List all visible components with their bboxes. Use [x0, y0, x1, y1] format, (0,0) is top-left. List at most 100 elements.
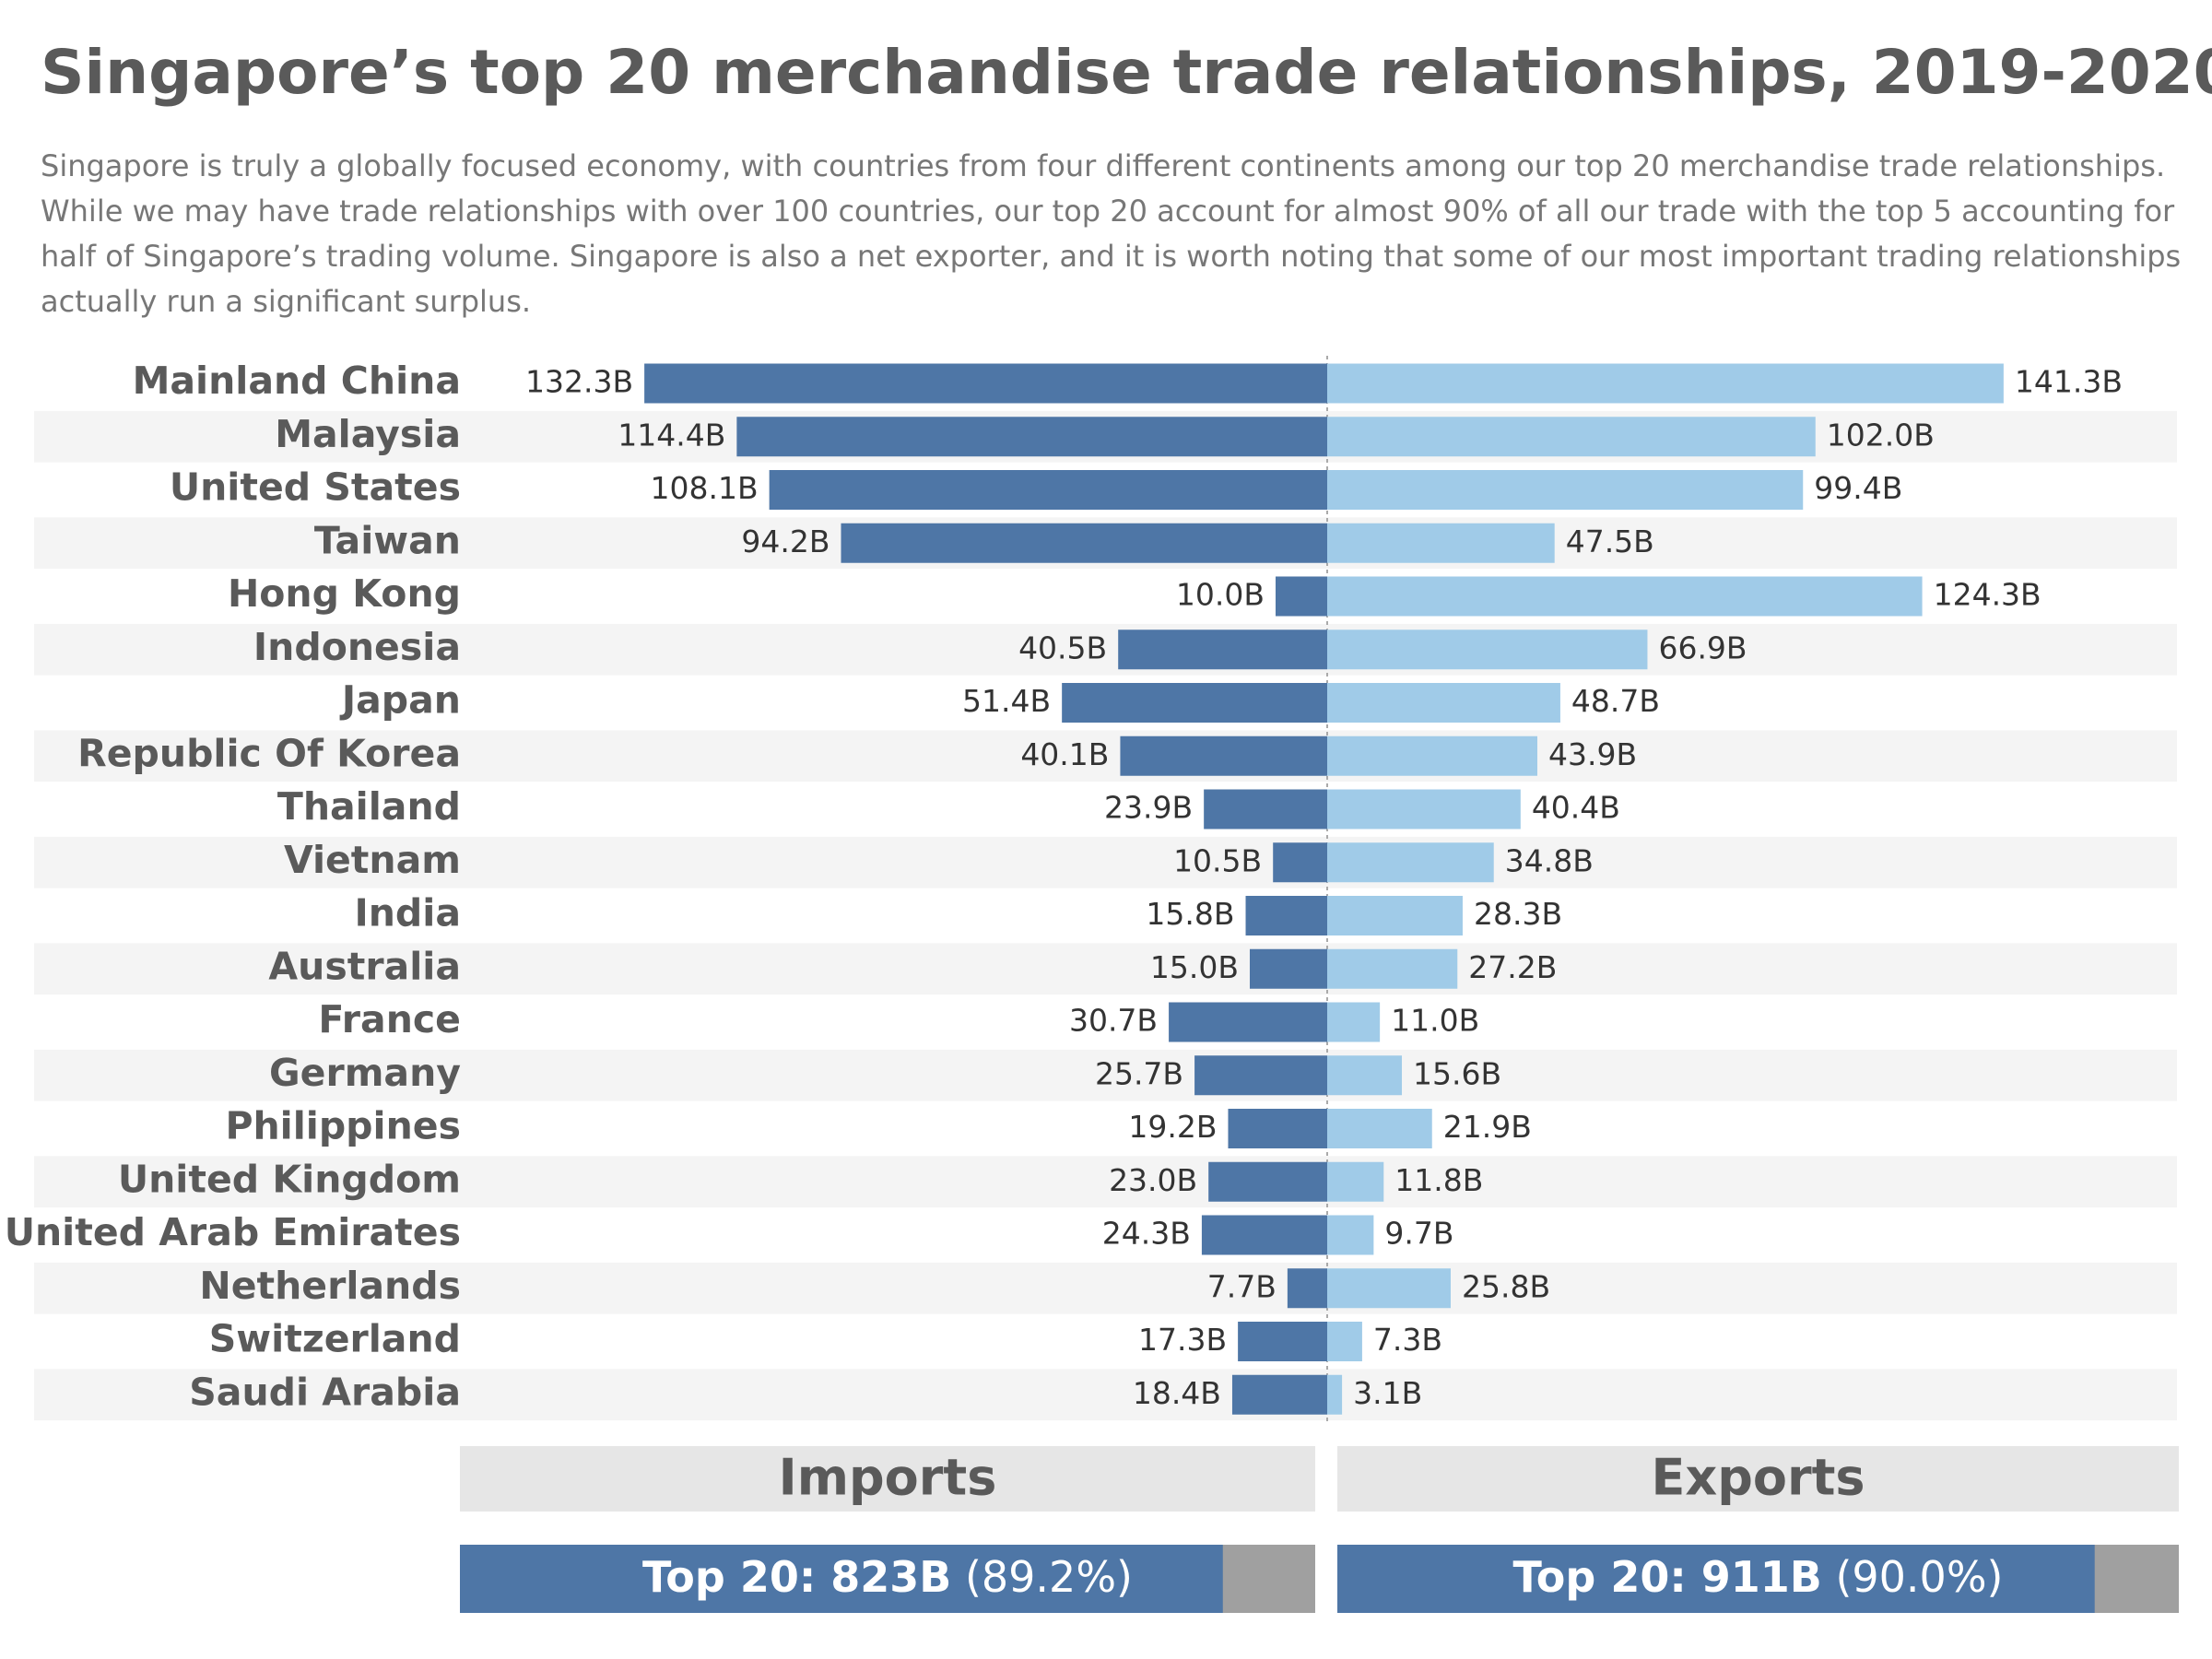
- value-label: 21.9B: [1443, 1109, 1532, 1145]
- row-stripe: [34, 730, 2177, 782]
- category-label: Hong Kong: [228, 571, 461, 616]
- bar: [1276, 576, 1327, 617]
- bar: [1201, 1215, 1327, 1255]
- category-label: India: [354, 891, 461, 935]
- category-label: Germany: [269, 1051, 461, 1095]
- category-label: Malaysia: [275, 412, 461, 456]
- value-label: 30.7B: [1069, 1003, 1158, 1039]
- category-label: Saudi Arabia: [189, 1370, 461, 1414]
- value-label: 15.0B: [1150, 949, 1239, 985]
- category-label: Philippines: [225, 1104, 461, 1148]
- bar: [1120, 735, 1327, 776]
- bar: [1327, 1109, 1432, 1148]
- bar: [1327, 470, 1804, 510]
- chart-subtitle: Singapore is truly a globally focused ec…: [41, 148, 2182, 319]
- summary-text: Top 20: 823B (89.2%): [642, 1552, 1133, 1602]
- category-label: Indonesia: [253, 625, 461, 669]
- summary-total: Top 20: 911B: [1513, 1552, 1822, 1602]
- panel-title: Exports: [1651, 1449, 1865, 1507]
- bar: [841, 523, 1327, 563]
- bar: [1204, 789, 1327, 830]
- value-label: 3.1B: [1353, 1375, 1422, 1411]
- value-label: 18.4B: [1133, 1375, 1221, 1411]
- category-label: Australia: [268, 944, 461, 988]
- bar: [1062, 683, 1327, 723]
- bar: [1327, 1322, 1362, 1361]
- bar: [769, 470, 1327, 510]
- category-label: Republic Of Korea: [77, 731, 461, 775]
- value-label: 114.4B: [618, 417, 725, 453]
- row-stripe: [34, 1369, 2177, 1421]
- row-stripe: [34, 1156, 2177, 1208]
- summary-share: (90.0%): [1835, 1552, 2003, 1602]
- bar: [644, 363, 1327, 404]
- panel-title: Imports: [779, 1449, 997, 1507]
- bar: [1327, 1002, 1381, 1042]
- bar: [1327, 1268, 1451, 1309]
- value-label: 141.3B: [2015, 364, 2123, 400]
- category-label: United States: [170, 465, 461, 510]
- bar: [1194, 1055, 1327, 1096]
- bar: [1169, 1002, 1327, 1042]
- value-label: 11.0B: [1391, 1003, 1479, 1039]
- value-label: 43.9B: [1548, 736, 1637, 772]
- summary-total: Top 20: 823B: [642, 1552, 951, 1602]
- value-label: 7.3B: [1373, 1322, 1442, 1358]
- summary-text: Top 20: 911B (90.0%): [1513, 1552, 2004, 1602]
- bar: [1327, 896, 1463, 935]
- value-label: 9.7B: [1384, 1216, 1453, 1252]
- category-label: Japan: [339, 678, 461, 723]
- value-label: 10.0B: [1176, 577, 1265, 613]
- value-label: 11.8B: [1394, 1162, 1483, 1198]
- bar: [1208, 1161, 1327, 1202]
- value-label: 24.3B: [1102, 1216, 1191, 1252]
- value-label: 40.1B: [1020, 736, 1109, 772]
- bar: [1245, 896, 1327, 935]
- category-label: United Arab Emirates: [5, 1210, 461, 1254]
- bar: [1228, 1109, 1327, 1148]
- bar: [1273, 842, 1327, 883]
- category-label: Mainland China: [133, 359, 461, 403]
- value-label: 7.7B: [1207, 1268, 1277, 1304]
- value-label: 25.8B: [1462, 1268, 1550, 1304]
- value-label: 15.6B: [1413, 1055, 1501, 1091]
- bar: [1327, 683, 1560, 723]
- bar: [1327, 1374, 1343, 1415]
- value-label: 47.5B: [1566, 524, 1654, 559]
- bar: [1327, 735, 1538, 776]
- bar: [1327, 523, 1555, 563]
- value-label: 48.7B: [1571, 683, 1660, 719]
- category-label: Vietnam: [284, 838, 461, 882]
- category-label: United Kingdom: [118, 1157, 461, 1201]
- bar: [1327, 1161, 1384, 1202]
- value-label: 28.3B: [1474, 896, 1562, 932]
- value-label: 19.2B: [1128, 1109, 1217, 1145]
- bar: [1287, 1268, 1327, 1309]
- category-label: Thailand: [277, 784, 461, 829]
- value-label: 10.5B: [1173, 842, 1262, 878]
- summary-share: (89.2%): [965, 1552, 1133, 1602]
- value-label: 66.9B: [1658, 629, 1747, 665]
- value-label: 23.9B: [1104, 790, 1193, 826]
- bar: [1327, 1215, 1374, 1255]
- value-label: 17.3B: [1138, 1322, 1227, 1358]
- category-label: France: [318, 997, 461, 1041]
- row-stripe: [34, 943, 2177, 995]
- panel-header: [460, 1446, 1315, 1512]
- row-stripe: [34, 623, 2177, 676]
- value-label: 34.8B: [1505, 842, 1594, 878]
- bar: [1250, 948, 1327, 989]
- value-label: 94.2B: [741, 524, 830, 559]
- value-label: 40.5B: [1018, 629, 1107, 665]
- category-label: Netherlands: [199, 1264, 461, 1308]
- row-stripe: [34, 1049, 2177, 1101]
- bar: [1327, 842, 1494, 883]
- share-bar: [1337, 1545, 2095, 1613]
- value-label: 15.8B: [1146, 896, 1234, 932]
- bar: [1327, 629, 1648, 670]
- value-label: 99.4B: [1814, 470, 1902, 506]
- bar: [736, 417, 1327, 457]
- bar: [1238, 1322, 1327, 1361]
